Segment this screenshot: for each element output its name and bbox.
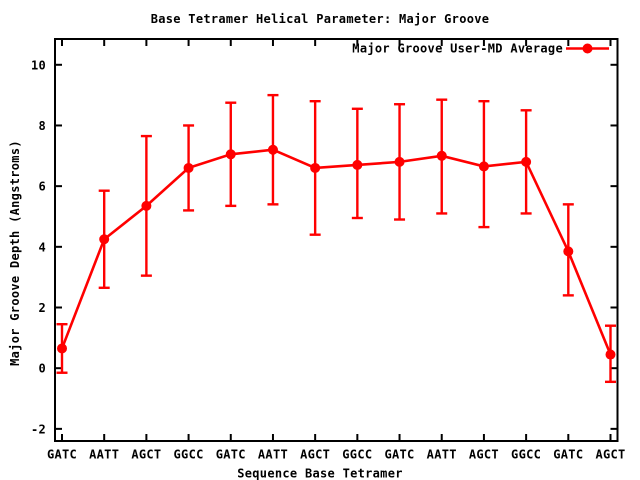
- data-point-marker: [436, 150, 447, 161]
- plot-border: [54, 38, 619, 442]
- data-point-marker: [605, 349, 616, 360]
- data-point-marker: [267, 144, 278, 155]
- y-tick-label: 10: [31, 58, 46, 72]
- data-point-marker: [99, 234, 110, 245]
- x-tick-label: AGCT: [595, 448, 625, 462]
- y-tick-label: 0: [38, 362, 46, 376]
- x-tick-label: GATC: [47, 448, 77, 462]
- legend-label: Major Groove User-MD Average: [352, 42, 563, 56]
- series-line: [60, 148, 612, 356]
- x-tick-label: GATC: [553, 448, 583, 462]
- x-tick-label: GGCC: [342, 448, 372, 462]
- legend-marker-sample: [582, 43, 593, 54]
- x-axis-label: Sequence Base Tetramer: [237, 467, 403, 480]
- data-point-marker: [352, 159, 363, 170]
- y-axis-label: Major Groove Depth (Angstroms): [8, 140, 22, 366]
- data-point-marker: [394, 156, 405, 167]
- chart-title: Base Tetramer Helical Parameter: Major G…: [151, 12, 490, 26]
- x-tick-label: AATT: [258, 448, 288, 462]
- data-point-marker: [57, 343, 67, 354]
- data-point-marker: [521, 156, 532, 167]
- data-point-marker: [141, 200, 152, 211]
- data-point-marker: [310, 162, 321, 173]
- x-tick-label: GATC: [384, 448, 414, 462]
- y-tick-label: 4: [38, 240, 46, 254]
- x-tick-label: AGCT: [300, 448, 330, 462]
- x-tick-label: GATC: [216, 448, 246, 462]
- x-tick-label: AATT: [427, 448, 457, 462]
- x-tick-label: AATT: [89, 448, 119, 462]
- data-point-marker: [478, 161, 489, 172]
- x-tick-label: GGCC: [511, 448, 541, 462]
- data-point-marker: [225, 149, 236, 160]
- x-tick-label: GGCC: [174, 448, 204, 462]
- y-tick-label: 6: [38, 180, 46, 194]
- data-point-marker: [563, 246, 574, 257]
- x-tick-label: AGCT: [469, 448, 499, 462]
- y-tick-label: 8: [38, 119, 46, 133]
- data-point-marker: [183, 162, 194, 173]
- plot-area: -2 0 2 4 6 8 10 GATC AATT AGCT GGCC GATC AATT AGCT GGC…: [31, 38, 625, 462]
- y-tick-label: -2: [31, 422, 46, 436]
- y-tick-label: 2: [38, 301, 46, 315]
- x-tick-label: AGCT: [131, 448, 161, 462]
